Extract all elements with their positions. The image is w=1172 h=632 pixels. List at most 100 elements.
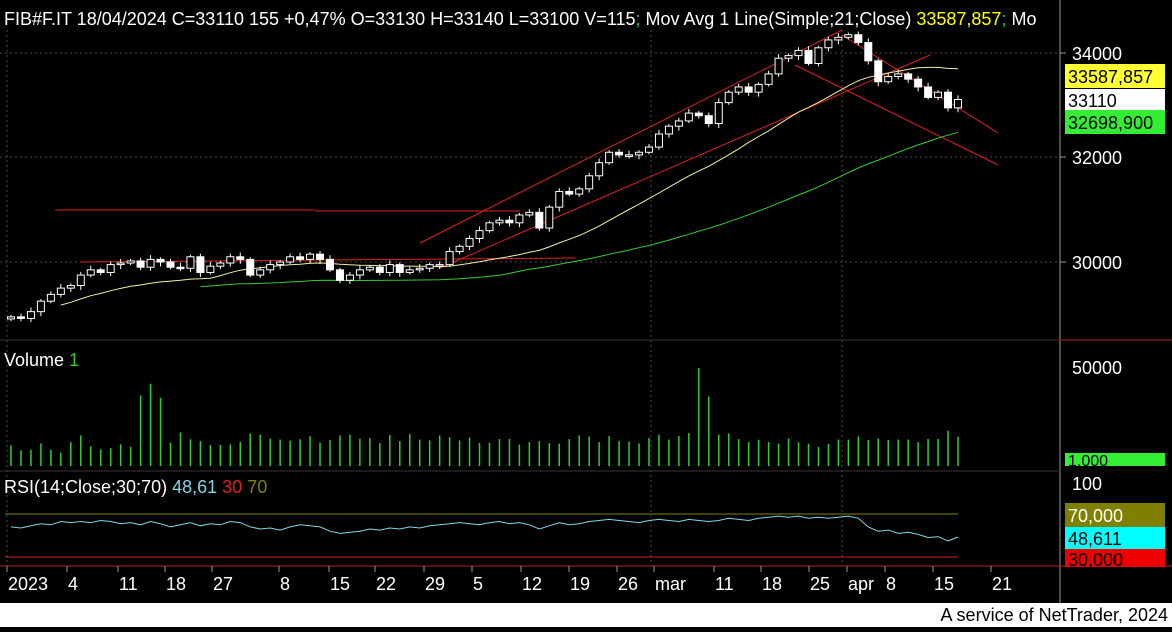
candle-body[interactable] [76,274,85,287]
candle-body[interactable] [385,264,394,273]
candle-body[interactable] [844,34,853,38]
candle-body[interactable] [186,256,195,269]
candle-body[interactable] [625,154,634,157]
candle-body[interactable] [335,269,344,281]
candle-body[interactable] [605,151,614,164]
channel-upper[interactable] [419,29,843,244]
candle-body[interactable] [814,47,823,64]
candle-body[interactable] [664,125,673,135]
candle-body[interactable] [635,151,644,156]
candle-body[interactable] [116,262,125,266]
candle-body[interactable] [226,256,235,264]
candle-body[interactable] [744,86,753,93]
candle-body[interactable] [934,91,943,98]
candle-body[interactable] [914,78,923,88]
candle-body[interactable] [276,261,285,266]
rsi-line[interactable] [10,515,959,542]
down-channel-lower[interactable] [794,64,999,166]
candle-body[interactable] [575,188,584,195]
candle-body[interactable] [944,91,953,109]
candle-body[interactable] [166,261,175,268]
candle-body[interactable] [176,266,185,270]
candle-body[interactable] [794,49,803,57]
candle-body[interactable] [36,300,45,313]
candle-body[interactable] [585,175,594,190]
candle-body[interactable] [126,260,135,264]
candle-body[interactable] [904,73,913,80]
candle-body[interactable] [615,151,624,156]
candle-body[interactable] [924,86,933,98]
trend-channels[interactable] [55,29,999,269]
candle-body[interactable] [644,146,653,153]
candle-body[interactable] [694,112,703,117]
candle-body[interactable] [206,265,215,273]
candle-body[interactable] [246,258,255,276]
candle-body[interactable] [595,162,604,177]
time-axis[interactable]: 2023 4 11 18 27 8 15 22 29 5 12 19 26 mar 11 18 25 apr 8 15… [6,566,1012,594]
candle-body[interactable] [236,256,245,260]
candles[interactable] [7,31,962,323]
channel-lower[interactable] [439,54,931,269]
candle-body[interactable] [405,269,414,273]
candle-body[interactable] [465,237,474,247]
candle-body[interactable] [455,245,464,253]
candle-body[interactable] [784,55,793,59]
candle-body[interactable] [26,311,35,319]
candle-body[interactable] [46,293,55,302]
candle-body[interactable] [535,211,544,229]
candle-body[interactable] [395,264,404,273]
candle-body[interactable] [316,253,325,260]
candle-body[interactable] [66,285,75,289]
candle-body[interactable] [355,269,364,276]
candle-body[interactable] [824,39,833,49]
candle-body[interactable] [674,120,683,127]
candle-body[interactable] [874,60,883,83]
candle-body[interactable] [415,267,424,271]
candle-body[interactable] [714,102,723,125]
candle-body[interactable] [954,99,962,109]
candle-body[interactable] [445,251,454,266]
candle-body[interactable] [515,214,524,224]
candle-body[interactable] [565,190,574,195]
candle-body[interactable] [16,316,25,319]
candle-body[interactable] [306,253,315,260]
candle-body[interactable] [286,256,295,263]
candle-body[interactable] [425,264,434,269]
candle-body[interactable] [804,49,813,64]
candle-body[interactable] [854,34,863,44]
candle-body[interactable] [96,269,105,273]
candle-body[interactable] [216,262,225,267]
candle-body[interactable] [864,42,873,62]
candle-body[interactable] [894,73,903,78]
candle-body[interactable] [256,269,265,276]
candle-body[interactable] [724,91,733,104]
volume-bars[interactable] [10,368,959,466]
candle-body[interactable] [196,256,205,273]
candle-body[interactable] [375,266,384,273]
candle-body[interactable] [764,73,773,85]
candle-body[interactable] [684,112,693,122]
candle-body[interactable] [555,190,564,208]
candle-body[interactable] [884,76,893,83]
candle-body[interactable] [296,256,305,260]
candle-body[interactable] [525,211,534,216]
candle-body[interactable] [146,258,155,268]
candle-body[interactable] [266,264,275,271]
candle-body[interactable] [485,222,494,232]
candle-body[interactable] [86,269,95,276]
candle-body[interactable] [106,264,115,273]
candle-body[interactable] [774,57,783,75]
candle-body[interactable] [505,219,514,224]
candle-body[interactable] [704,115,713,125]
candle-body[interactable] [545,206,554,229]
candle-body[interactable] [136,260,145,268]
candle-body[interactable] [495,219,504,224]
candle-body[interactable] [56,287,65,295]
candle-body[interactable] [325,258,334,271]
candle-body[interactable] [834,36,843,41]
candle-body[interactable] [156,258,165,263]
candle-body[interactable] [654,133,663,148]
ma-long-line[interactable] [200,131,959,288]
candle-body[interactable] [345,274,354,281]
